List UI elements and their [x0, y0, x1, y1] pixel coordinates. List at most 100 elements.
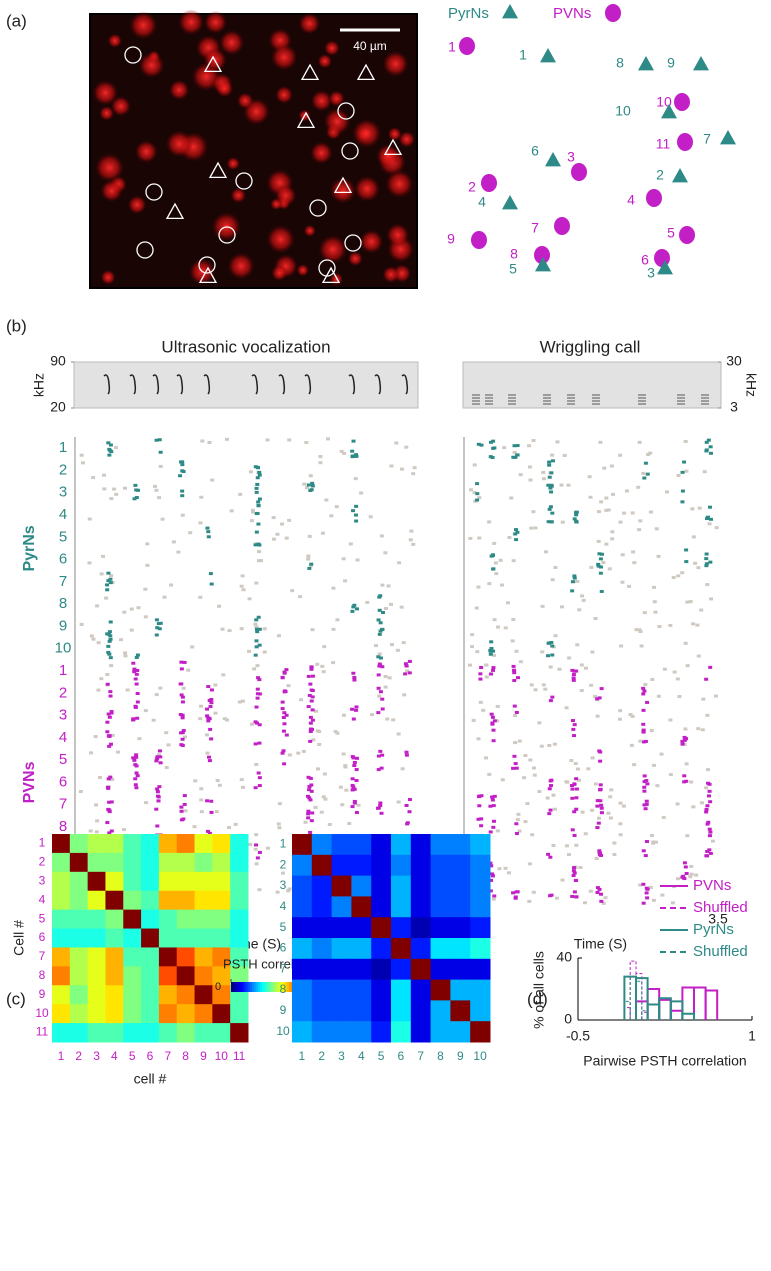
heatmap-cell — [230, 1023, 249, 1043]
evoked-spike — [307, 693, 312, 697]
evoked-spike — [549, 640, 554, 644]
background-spike — [695, 623, 700, 627]
background-spike — [158, 686, 163, 690]
legend-label: PyrNs — [448, 5, 489, 22]
background-spike — [199, 810, 204, 814]
evoked-spike — [571, 874, 576, 878]
heatmap-cell — [430, 875, 451, 897]
background-spike — [286, 889, 291, 893]
evoked-spike — [135, 774, 140, 778]
heatmap-cell — [230, 909, 249, 930]
background-spike — [171, 540, 176, 544]
column-label: 4 — [111, 1049, 118, 1063]
background-spike — [341, 713, 346, 717]
panel-label: (c) — [6, 989, 26, 1008]
evoked-spike — [378, 629, 383, 633]
evoked-spike — [255, 696, 260, 700]
evoked-spike — [309, 562, 314, 566]
colorbar-step — [253, 982, 257, 992]
background-spike — [506, 871, 511, 875]
row-label: 8 — [280, 982, 287, 996]
evoked-spike — [134, 488, 139, 492]
evoked-spike — [574, 895, 579, 899]
background-spike — [386, 584, 391, 588]
evoked-spike — [209, 810, 214, 814]
evoked-spike — [253, 543, 258, 547]
evoked-spike — [643, 807, 648, 811]
background-spike — [525, 802, 530, 806]
evoked-spike — [378, 594, 383, 598]
evoked-spike — [351, 756, 356, 760]
evoked-spike — [643, 854, 648, 858]
evoked-spike — [155, 824, 160, 828]
column-label: 6 — [147, 1049, 154, 1063]
evoked-spike — [574, 787, 579, 791]
evoked-spike — [209, 688, 214, 692]
background-spike — [145, 563, 150, 567]
background-spike — [276, 822, 281, 826]
evoked-spike — [599, 899, 604, 903]
column-label: 9 — [200, 1049, 207, 1063]
heatmap-cell — [311, 1000, 333, 1022]
background-spike — [618, 822, 623, 826]
legend-label: PVNs — [553, 5, 591, 22]
evoked-spike — [491, 668, 496, 672]
heatmap-cell — [105, 966, 124, 986]
heatmap-cell — [52, 947, 71, 967]
background-spike — [589, 565, 594, 569]
evoked-spike — [489, 646, 494, 650]
background-spike — [287, 518, 292, 522]
pyr-cell — [657, 260, 673, 275]
colorbar-step — [239, 982, 242, 992]
colorbar-step — [276, 982, 280, 992]
background-spike — [80, 461, 85, 465]
heatmap-cell — [410, 958, 432, 981]
evoked-spike — [182, 794, 187, 798]
background-spike — [484, 675, 489, 679]
evoked-spike — [350, 783, 355, 787]
heatmap-cell — [212, 871, 231, 892]
background-spike — [306, 554, 311, 558]
evoked-spike — [179, 818, 184, 822]
evoked-spike — [641, 692, 646, 696]
pyr-cell — [535, 257, 551, 272]
pv-cell — [571, 163, 587, 181]
evoked-spike — [549, 784, 554, 788]
y-tick-label: 40 — [556, 949, 572, 965]
pyr-outline — [165, 202, 185, 220]
background-spike — [199, 495, 204, 499]
background-spike — [552, 742, 557, 746]
evoked-spike — [108, 694, 113, 698]
background-spike — [152, 484, 157, 488]
pv-cell — [534, 246, 550, 264]
background-spike — [121, 828, 126, 832]
background-spike — [99, 572, 104, 576]
colorbar-tick-label: 0 — [215, 981, 221, 993]
background-spike — [606, 811, 611, 815]
background-spike — [641, 471, 646, 475]
pv-outline — [136, 241, 154, 259]
background-spike — [145, 542, 150, 546]
evoked-spike — [354, 504, 359, 508]
background-spike — [545, 796, 550, 800]
evoked-spike — [109, 710, 114, 714]
evoked-spike — [134, 753, 139, 757]
evoked-spike — [572, 723, 577, 727]
background-spike — [637, 440, 642, 444]
evoked-spike — [255, 482, 260, 486]
cell-blob — [354, 175, 381, 202]
evoked-spike — [310, 718, 315, 722]
evoked-spike — [407, 798, 412, 802]
pv-cell — [654, 249, 670, 267]
background-spike — [181, 686, 186, 690]
background-spike — [389, 643, 394, 647]
background-spike — [327, 822, 332, 826]
colorbar-step — [235, 982, 238, 992]
background-spike — [401, 641, 406, 645]
pyr-cell-label: 7 — [703, 131, 711, 147]
evoked-spike — [595, 826, 600, 830]
background-spike — [701, 697, 706, 701]
background-spike — [112, 487, 117, 491]
heatmap-cell — [371, 896, 392, 918]
evoked-spike — [514, 538, 519, 542]
